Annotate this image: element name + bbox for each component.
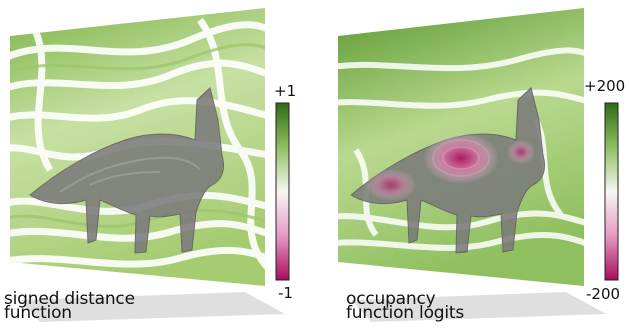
colorbar-min-label: -200 — [586, 285, 621, 303]
colorbar-occupancy — [604, 102, 619, 281]
panel-occupancy-logits: +200 -200 occupancy function logits — [316, 0, 629, 331]
sdf-visualization — [10, 8, 290, 322]
caption-sdf: signed distance function — [4, 289, 135, 323]
panel-signed-distance: +1 -1 signed distance function — [0, 0, 314, 331]
colorbar-sdf — [275, 102, 290, 281]
sdf-contours — [10, 17, 265, 276]
occupancy-visualization — [338, 8, 619, 322]
colorbar-max-label: +200 — [584, 77, 626, 95]
caption-line-2: function — [4, 303, 72, 323]
colorbar-max-label: +1 — [274, 82, 297, 100]
colorbar-min-label: -1 — [278, 284, 293, 302]
caption-line-1: occupancy — [346, 289, 436, 309]
caption-line-2: function logits — [346, 303, 465, 323]
caption-occupancy: occupancy function logits — [346, 289, 465, 323]
fox-silhouette — [29, 87, 225, 254]
caption-line-1: signed distance — [4, 289, 135, 309]
